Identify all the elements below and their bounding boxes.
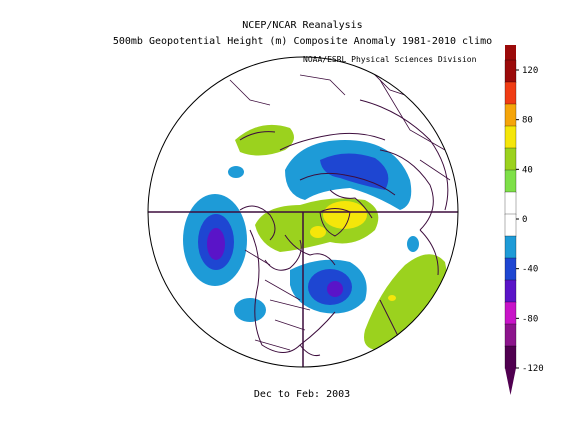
colorbar-segment: [504, 191, 517, 215]
colorbar-segments: [504, 59, 517, 369]
colorbar-segment: [504, 345, 517, 369]
colorbar-segment: [504, 169, 517, 193]
time-range-label: Dec to Feb: 2003: [253, 389, 351, 400]
anomaly-fields: [183, 124, 447, 350]
colorbar-segment: [504, 257, 517, 281]
colorbar-label: -120: [522, 364, 544, 374]
credit-text: NOAA/ESRL Physical Sciences Division: [303, 55, 477, 64]
colorbar-segment: [504, 323, 517, 347]
colorbar: 120 80 40 0 -40 -80 -120: [504, 45, 544, 395]
coastlines: [239, 99, 449, 356]
colorbar-segment: [504, 103, 517, 127]
colorbar-label: 120: [522, 66, 538, 76]
colorbar-segment: [504, 59, 517, 83]
colorbar-segment: [504, 125, 517, 149]
colorbar-label: 0: [522, 215, 527, 225]
colorbar-label: -80: [522, 314, 538, 324]
colorbar-segment: [504, 213, 517, 237]
colorbar-segment: [504, 147, 517, 171]
colorbar-segment: [504, 81, 517, 105]
colorbar-labels: 120 80 40 0 -40 -80 -120: [516, 66, 544, 374]
colorbar-arrow-bottom: [505, 368, 516, 395]
colorbar-label: -40: [522, 265, 538, 275]
colorbar-segment: [504, 279, 517, 303]
colorbar-label: 80: [522, 116, 533, 126]
map-boundary-circle: [147, 56, 459, 368]
title-line-1: NCEP/NCAR Reanalysis: [242, 20, 363, 31]
colorbar-segment: [504, 235, 517, 259]
colorbar-label: 40: [522, 165, 533, 175]
colorbar-segment: [504, 301, 517, 325]
title-line-2: 500mb Geopotential Height (m) Composite …: [112, 36, 493, 47]
